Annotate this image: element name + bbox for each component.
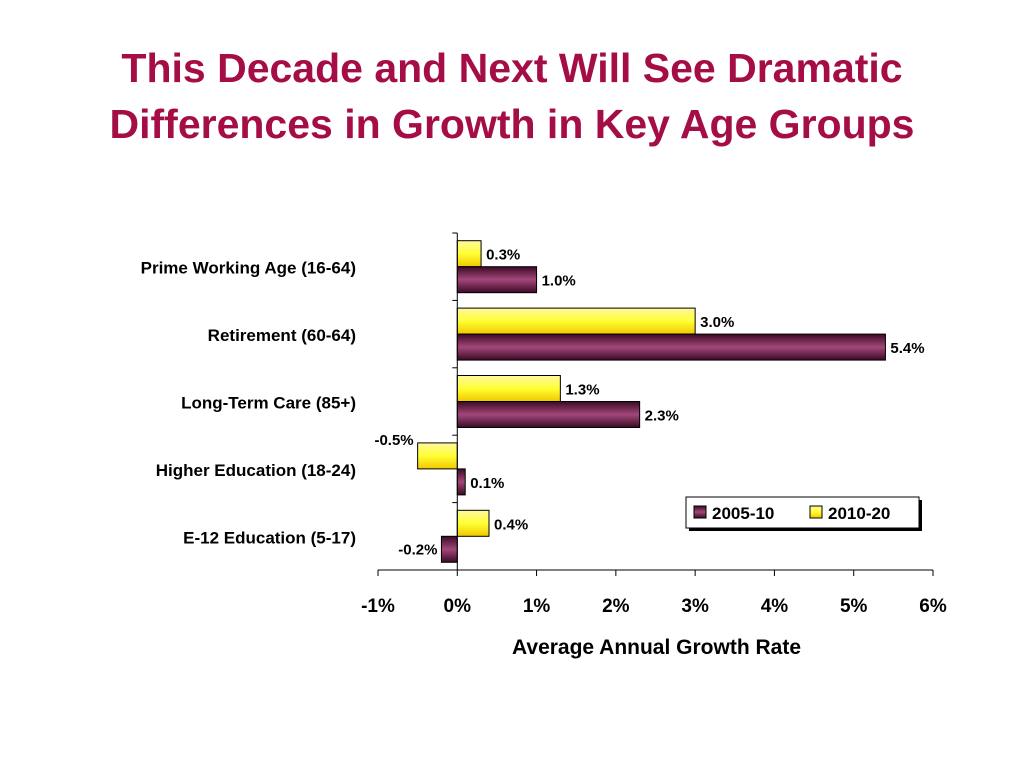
legend-box <box>685 496 920 529</box>
x-tick-label: 6% <box>919 596 947 617</box>
bar-series-2010-20 <box>456 240 482 268</box>
bar-series-2010-20 <box>456 375 561 402</box>
bars-layer <box>417 240 886 563</box>
x-tick-label: 4% <box>761 596 789 617</box>
bar-series-2005-10 <box>440 535 458 563</box>
x-axis-label: Average Annual Growth Rate <box>512 636 801 659</box>
bar-series-2005-10 <box>456 468 466 496</box>
category-label: Higher Education (18-24) <box>156 461 356 480</box>
legend-entry-label: 2005-10 <box>712 504 774 523</box>
bar-series-2005-10 <box>456 266 538 294</box>
category-label: Prime Working Age (16-64) <box>141 259 356 278</box>
legend: 2005-10 2010-20 <box>685 496 922 531</box>
bar-series-2010-20 <box>417 442 458 470</box>
x-tick-label: 1% <box>523 596 551 617</box>
labels-layer: Prime Working Age (16-64) 0.3% 1.0% Retirem… <box>141 247 925 559</box>
legend-swatch <box>693 505 707 519</box>
data-label: 1.3% <box>565 382 599 399</box>
x-tick-label: 5% <box>840 596 868 617</box>
data-label: 0.1% <box>470 475 504 492</box>
data-label: 5.4% <box>890 340 924 357</box>
data-label: -0.2% <box>398 541 437 558</box>
data-label: 1.0% <box>542 273 576 290</box>
legend-entry-label: 2010-20 <box>828 504 890 523</box>
data-label: 3.0% <box>700 314 734 331</box>
title-line-2: Differences in Growth in Key Age Groups <box>109 101 915 147</box>
bar-series-2005-10 <box>456 401 641 428</box>
bar-series-2005-10 <box>456 333 886 361</box>
data-label: -0.5% <box>374 432 413 449</box>
title-line-1: This Decade and Next Will See Dramatic <box>121 45 903 91</box>
data-label: 0.4% <box>494 516 528 533</box>
bar-series-2010-20 <box>456 307 696 335</box>
legend-swatch <box>809 505 823 519</box>
bar-series-2010-20 <box>456 509 490 537</box>
slide-title: This Decade and Next Will See Dramatic D… <box>0 40 1024 152</box>
category-label: E-12 Education (5-17) <box>183 528 356 547</box>
category-label: Long-Term Care (85+) <box>181 394 356 413</box>
category-label: Retirement (60-64) <box>208 326 356 345</box>
x-tick-label: 0% <box>444 596 472 617</box>
x-tick-label: 2% <box>602 596 630 617</box>
x-tick-label: -1% <box>361 596 395 617</box>
data-label: 0.3% <box>486 247 520 264</box>
axis-layer: -1% 0% 1% 2% 3% 4% 5% 6% Average Annual Growth R… <box>361 232 947 659</box>
data-label: 2.3% <box>645 408 679 425</box>
x-tick-label: 3% <box>681 596 709 617</box>
